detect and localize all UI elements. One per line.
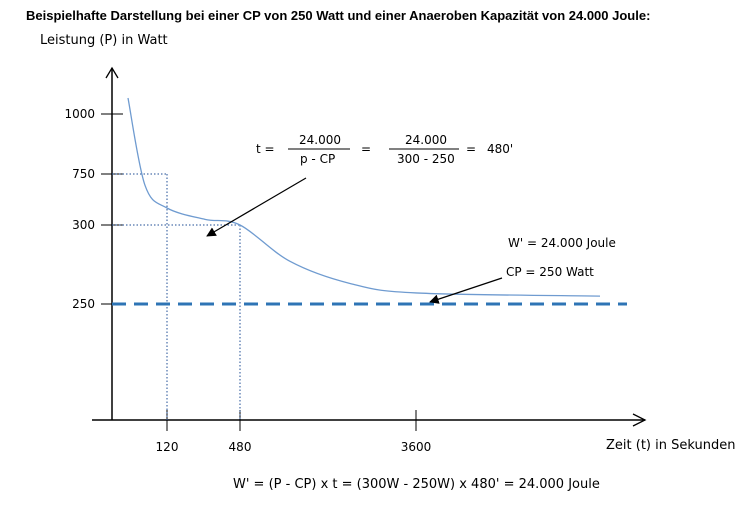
equation-denominator-2: 300 - 250 (397, 152, 455, 166)
equation-arrow (206, 177, 307, 237)
chart-title: Beispielhafte Darstellung bei einer CP v… (26, 8, 651, 23)
equation-lhs: t = (256, 142, 275, 156)
power-curve (127, 97, 601, 297)
x-tick-label-120: 120 (156, 440, 179, 454)
x-tick-label-480: 480 (229, 440, 252, 454)
annotation-w-prime: W' = 24.000 Joule (508, 236, 616, 250)
equation-numerator-1: 24.000 (299, 133, 341, 147)
x-tick-label-3600: 3600 (401, 440, 432, 454)
x-axis-arrowhead (632, 413, 647, 427)
y-axis-label: Leistung (P) in Watt (40, 33, 168, 48)
y-tick-label-300: 300 (72, 218, 95, 232)
cp-arrow (429, 277, 503, 304)
bottom-formula: W' = (P - CP) x t = (300W - 250W) x 480'… (233, 477, 600, 492)
equation-numerator-2: 24.000 (405, 133, 447, 147)
equation-result: 480' (487, 142, 513, 156)
y-tick-label-750: 750 (72, 167, 95, 181)
equation-equals-1: = (361, 142, 371, 156)
equation: t = 24.000 p - CP = 24.000 300 - 250 = 4… (256, 133, 513, 166)
y-tick-label-250: 250 (72, 297, 95, 311)
annotation-cp: CP = 250 Watt (506, 265, 594, 279)
y-axis-arrowhead (105, 66, 119, 79)
equation-denominator-1: p - CP (300, 152, 335, 166)
equation-equals-2: = (466, 142, 476, 156)
y-tick-label-1000: 1000 (64, 107, 95, 121)
x-axis-label: Zeit (t) in Sekunden (606, 438, 736, 453)
